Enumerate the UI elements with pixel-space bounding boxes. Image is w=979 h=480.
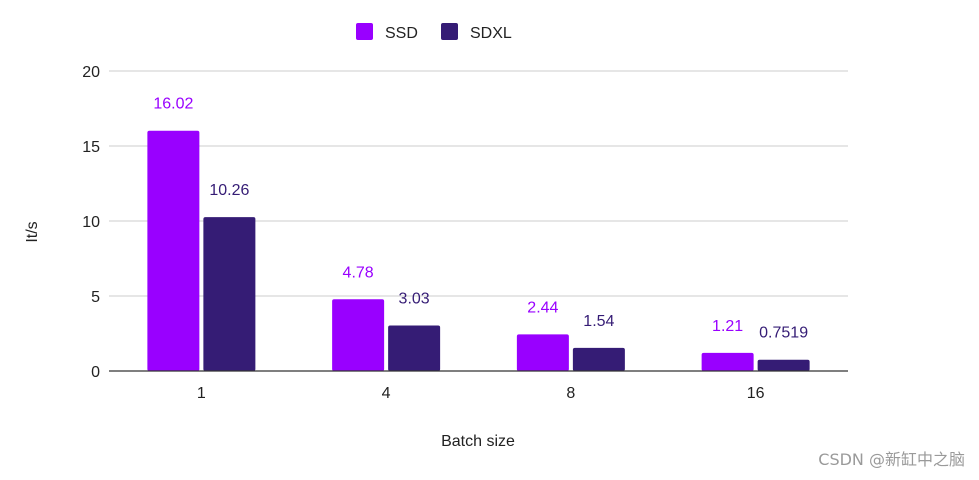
legend-swatch-ssd — [356, 23, 373, 40]
bar-sdxl-4 — [388, 325, 441, 371]
legend-label-ssd: SSD — [385, 25, 418, 42]
bar-ssd-16 — [701, 352, 754, 371]
data-labels: 16.02 10.26 4.78 3.03 2.44 1.54 1.21 0.7519 — [153, 96, 808, 342]
data-label-ssd-8: 2.44 — [527, 299, 558, 316]
data-label-ssd-1: 16.02 — [153, 96, 193, 113]
bar-ssd-8 — [516, 334, 569, 371]
y-tick-label-0: 0 — [91, 364, 100, 381]
bar-ssd-4 — [332, 299, 385, 371]
y-tick-label-10: 10 — [82, 214, 100, 231]
data-label-sdxl-1: 10.26 — [209, 182, 249, 199]
watermark: CSDN @新缸中之脑 — [818, 450, 965, 469]
data-label-ssd-4: 4.78 — [343, 264, 374, 281]
data-label-ssd-16: 1.21 — [712, 318, 743, 335]
bar-sdxl-8 — [572, 347, 625, 371]
y-tick-label-20: 20 — [82, 64, 100, 81]
x-tick-label-4: 4 — [382, 385, 391, 402]
data-label-sdxl-8: 1.54 — [583, 313, 614, 330]
x-axis-ticks: 1 4 8 16 — [197, 385, 765, 402]
bar-ssd-1 — [147, 130, 200, 371]
y-tick-label-5: 5 — [91, 289, 100, 306]
bars — [147, 130, 810, 371]
y-axis-ticks: 0 5 10 15 20 — [82, 64, 100, 381]
data-label-sdxl-4: 3.03 — [399, 291, 430, 308]
x-tick-label-8: 8 — [566, 385, 575, 402]
legend-swatch-sdxl — [441, 23, 458, 40]
x-tick-label-1: 1 — [197, 385, 206, 402]
x-tick-label-16: 16 — [747, 385, 765, 402]
legend: SSD SDXL — [356, 23, 512, 42]
y-axis-label: It/s — [24, 221, 41, 242]
bar-sdxl-1 — [203, 217, 256, 371]
x-axis-label: Batch size — [441, 433, 515, 450]
y-tick-label-15: 15 — [82, 139, 100, 156]
legend-label-sdxl: SDXL — [470, 25, 512, 42]
bar-sdxl-16 — [757, 359, 810, 371]
data-label-sdxl-16: 0.7519 — [759, 325, 808, 342]
